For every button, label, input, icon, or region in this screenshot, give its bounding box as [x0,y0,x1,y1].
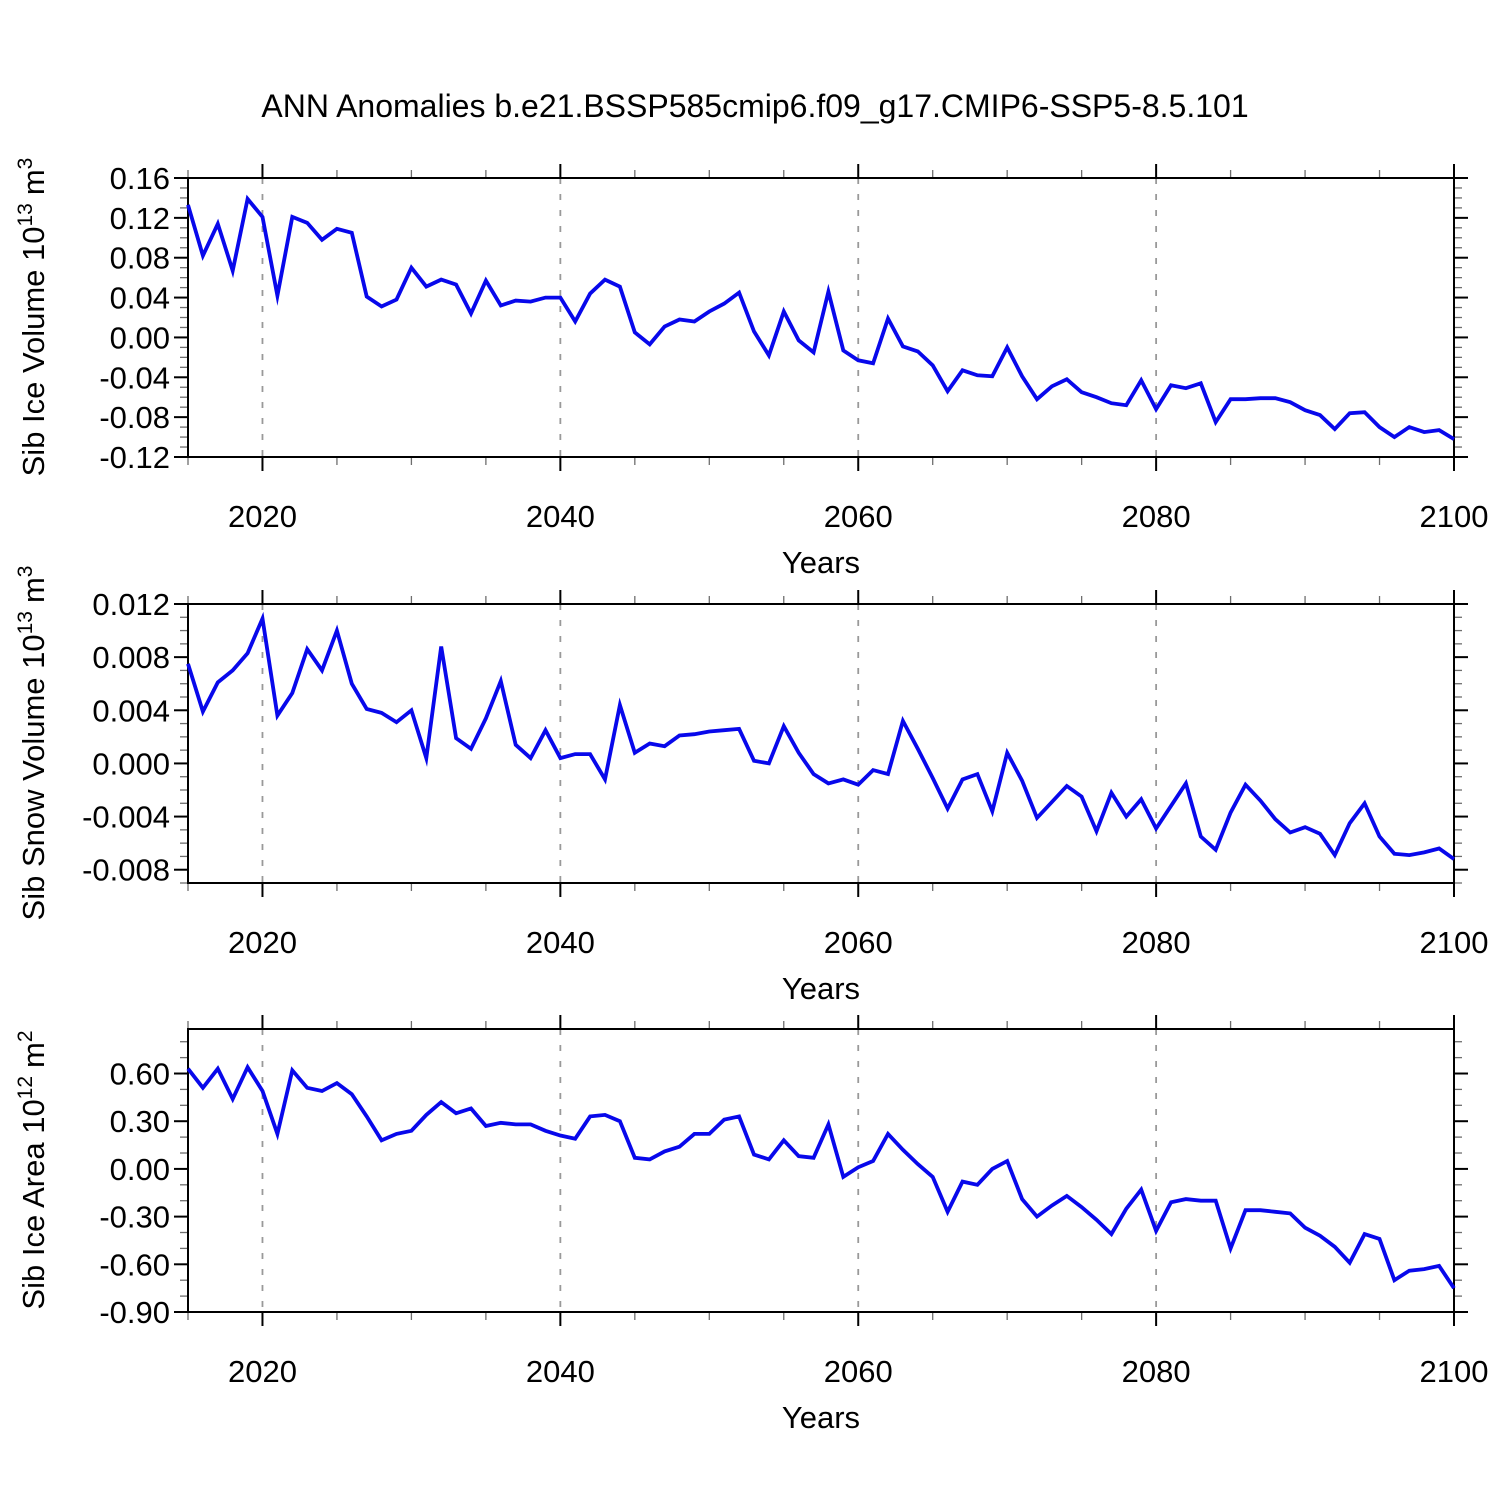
y-title-unit-exponent: 2 [14,1030,37,1042]
x-tick-label: 2020 [228,1354,297,1389]
x-tick-label: 2040 [526,925,595,960]
panels-container: 2020 2040 2060 2080 2100 0.16 0.12 0.08 0.04 0.00… [82,161,1488,1389]
x-tick-label: 2080 [1122,1354,1191,1389]
data-line-sib-snow-volume [186,611,1456,861]
y-tick-label: 0.00 [110,1152,170,1187]
y-title-exponent: 12 [14,1076,37,1099]
x-tick-label: 2060 [824,499,893,534]
y-tick-label: 0.60 [110,1057,170,1092]
y-axis-title-ice-volume: Sib Ice Volume 1013 m3 [14,158,51,477]
x-tick-label: 2040 [526,499,595,534]
y-tick-label: 0.00 [110,320,170,355]
figure-title: ANN Anomalies b.e21.BSSP585cmip6.f09_g17… [261,88,1248,124]
y-tick-label: -0.12 [99,440,170,475]
y-tick-label: 0.008 [92,640,170,675]
x-tick-label: 2040 [526,1354,595,1389]
plot-box [187,177,1455,458]
y-axis-title-ice-area: Sib Ice Area 1012 m2 [14,1030,51,1309]
y-title-unit: m [16,1042,51,1068]
y-title-exponent: 13 [14,203,37,226]
x-tick-label: 2080 [1122,499,1191,534]
y-title-text: Sib Ice Area 10 [16,1099,51,1309]
y-tick-label: 0.30 [110,1104,170,1139]
y-tick-label: 0.004 [92,693,170,728]
y-tick-label: -0.08 [99,400,170,435]
y-tick-label: -0.008 [82,853,170,888]
plot-box [187,1028,1455,1313]
y-title-unit-exponent: 3 [14,566,37,578]
x-tick-label: 2100 [1420,499,1489,534]
y-title-unit: m [16,169,51,195]
x-tick-label: 2020 [228,499,297,534]
y-tick-label: -0.004 [82,800,170,835]
y-title-unit-exponent: 3 [14,158,37,170]
y-tick-label: 0.04 [110,281,170,316]
y-tick-label: -0.90 [99,1295,170,1330]
x-tick-label: 2100 [1420,925,1489,960]
y-title-exponent: 13 [14,611,37,634]
x-axis-title-panel1: Years [782,545,860,580]
panel-sib-snow-volume: 2020 2040 2060 2080 2100 0.012 0.008 0.004 0.000… [82,587,1488,960]
y-tick-label: 0.012 [92,587,170,622]
panel-sib-ice-area: 2020 2040 2060 2080 2100 0.60 0.30 0.00 -0.30 -0.… [99,1015,1488,1389]
y-tick-label: -0.04 [99,360,170,395]
y-tick-label: 0.000 [92,746,170,781]
y-title-text: Sib Ice Volume 10 [16,226,51,476]
y-title-text: Sib Snow Volume 10 [16,634,51,920]
data-line-sib-ice-area [186,1063,1456,1290]
x-tick-label: 2020 [228,925,297,960]
panel-sib-ice-volume: 2020 2040 2060 2080 2100 0.16 0.12 0.08 0.04 0.00… [99,161,1488,534]
x-tick-label: 2100 [1420,1354,1489,1389]
y-tick-label: 0.12 [110,201,170,236]
data-line-sib-ice-volume [186,194,1455,441]
x-tick-label: 2080 [1122,925,1191,960]
x-axis-title-panel2: Years [782,971,860,1006]
y-tick-label: 0.08 [110,241,170,276]
y-axis-title-snow-volume: Sib Snow Volume 1013 m3 [14,566,51,921]
y-title-unit: m [16,577,51,603]
y-tick-label: -0.30 [99,1200,170,1235]
y-tick-label: 0.16 [110,161,170,196]
plot-box [187,603,1455,884]
x-axis-title-panel3: Years [782,1400,860,1435]
y-tick-label: -0.60 [99,1247,170,1282]
x-tick-label: 2060 [824,1354,893,1389]
x-tick-label: 2060 [824,925,893,960]
